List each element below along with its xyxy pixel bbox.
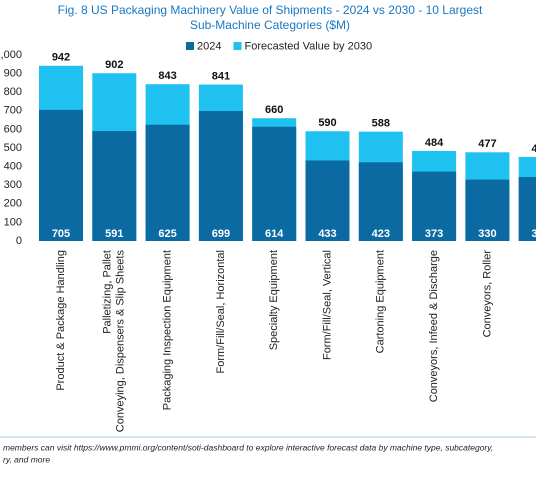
footnote: members can visit https://www.pmmi.org/c… bbox=[3, 442, 493, 452]
bar bbox=[252, 126, 297, 241]
y-tick-label: 200 bbox=[4, 198, 22, 210]
x-tick-label: Form/Fill/Seal, Vertical bbox=[321, 250, 333, 360]
value-label: 625 bbox=[158, 228, 176, 240]
value-label: 699 bbox=[212, 228, 230, 240]
y-tick-label: 300 bbox=[4, 179, 22, 191]
total-label: 902 bbox=[105, 59, 123, 71]
y-tick-label: 100 bbox=[4, 216, 22, 228]
total-label: 452 bbox=[532, 143, 536, 155]
value-label: 433 bbox=[318, 228, 336, 240]
footnote: ry, and more bbox=[3, 454, 50, 464]
value-label: 423 bbox=[372, 228, 390, 240]
legend-swatch bbox=[186, 42, 194, 50]
x-tick-label: Conveyors, Roller bbox=[481, 250, 493, 338]
x-tick-label: Product & Package Handling bbox=[55, 250, 67, 391]
total-label: 843 bbox=[158, 70, 176, 82]
bar bbox=[198, 110, 243, 242]
total-label: 590 bbox=[318, 117, 336, 129]
y-tick-label: 500 bbox=[4, 142, 22, 154]
bar bbox=[358, 162, 403, 241]
total-label: 942 bbox=[52, 52, 70, 64]
bar bbox=[305, 160, 350, 241]
x-tick-label: Cartoning Equipment bbox=[375, 250, 387, 353]
x-tick-label: Form/Fill/Seal, Horizontal bbox=[215, 250, 227, 373]
value-label: 591 bbox=[105, 228, 123, 240]
x-tick-label: Conveyors, Infeed & Discharge bbox=[428, 250, 440, 402]
total-label: 477 bbox=[478, 138, 496, 150]
value-label: 330 bbox=[478, 228, 496, 240]
value-label: 373 bbox=[425, 228, 443, 240]
value-label: 705 bbox=[52, 228, 70, 240]
y-tick-label: 400 bbox=[4, 161, 22, 173]
total-label: 841 bbox=[212, 70, 230, 82]
total-label: 660 bbox=[265, 104, 283, 116]
bar bbox=[92, 131, 137, 241]
y-tick-label: 0 bbox=[16, 235, 22, 247]
x-tick-label: Conveying, Dispensers & Slip Sheets bbox=[115, 250, 127, 433]
value-label: 614 bbox=[265, 228, 284, 240]
y-tick-label: 900 bbox=[4, 68, 22, 80]
value-label: 344 bbox=[532, 228, 536, 240]
bar bbox=[39, 109, 83, 242]
y-tick-label: 700 bbox=[4, 105, 22, 117]
total-label: 484 bbox=[425, 137, 444, 149]
y-tick-label: 1,000 bbox=[0, 49, 22, 61]
bar bbox=[518, 177, 536, 241]
total-label: 588 bbox=[372, 118, 390, 130]
bar bbox=[145, 124, 190, 241]
bar bbox=[465, 179, 510, 241]
x-tick-label: Packaging Inspection Equipment bbox=[162, 250, 174, 410]
legend-label: Forecasted Value by 2030 bbox=[244, 40, 372, 52]
y-tick-label: 800 bbox=[4, 86, 22, 98]
chart-title: Fig. 8 US Packaging Machinery Value of S… bbox=[58, 3, 483, 17]
bar bbox=[412, 171, 457, 241]
chart-title: Sub-Machine Categories ($M) bbox=[190, 18, 350, 32]
legend-label: 2024 bbox=[197, 40, 221, 52]
x-tick-label: Palletizing, Pallet bbox=[102, 250, 114, 334]
y-tick-label: 600 bbox=[4, 123, 22, 135]
x-tick-label: Specialty Equipment bbox=[268, 250, 280, 350]
legend-swatch bbox=[233, 42, 242, 50]
